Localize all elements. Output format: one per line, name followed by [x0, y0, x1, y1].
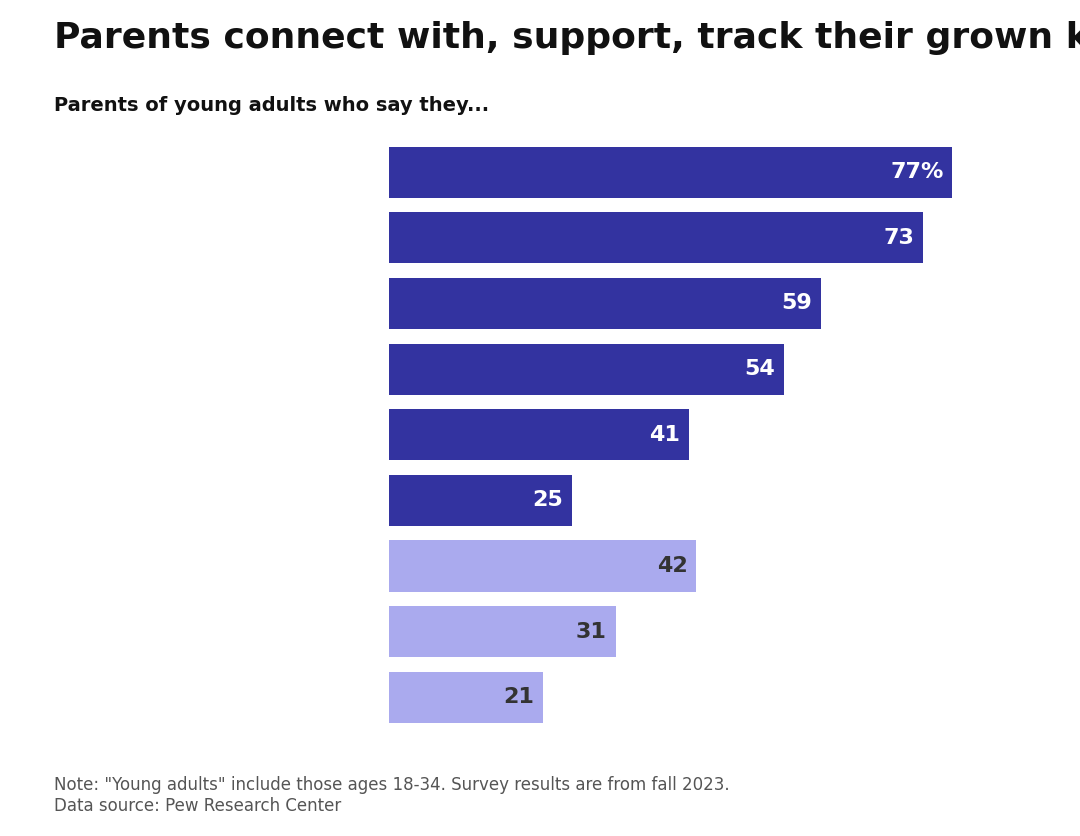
Bar [389, 540, 697, 592]
Text: 41: 41 [649, 425, 680, 445]
Text: Parents of young adults who say they...: Parents of young adults who say they... [54, 96, 489, 115]
Bar [389, 212, 923, 263]
Text: 54: 54 [744, 359, 775, 379]
Text: 59: 59 [781, 293, 812, 314]
Text: 25: 25 [532, 491, 563, 510]
Bar [389, 671, 542, 723]
Text: 77%: 77% [890, 162, 944, 182]
Bar [389, 344, 784, 395]
Text: 21: 21 [503, 687, 534, 707]
Bar [389, 409, 689, 461]
Bar [389, 606, 616, 657]
Text: Parents connect with, support, track their grown kids: Parents connect with, support, track the… [54, 21, 1080, 55]
Text: 42: 42 [657, 556, 688, 576]
Text: Note: "Young adults" include those ages 18-34. Survey results are from fall 2023: Note: "Young adults" include those ages … [54, 777, 730, 815]
Text: 73: 73 [883, 228, 915, 247]
Bar [389, 475, 571, 526]
Bar [389, 278, 821, 329]
Text: 31: 31 [576, 622, 607, 641]
Bar [389, 146, 953, 198]
